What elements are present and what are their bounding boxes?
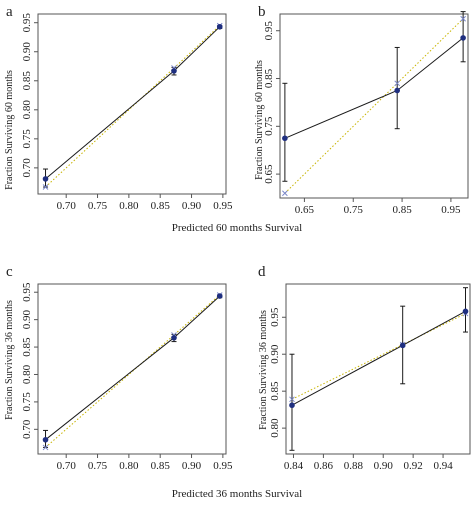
- y-tick-label-c: 0.75: [21, 392, 33, 412]
- x-tick-label-a: 0.75: [88, 200, 108, 212]
- data-point-b: [394, 87, 400, 94]
- ideal-cross-c: [42, 444, 49, 451]
- x-tick-label-c: 0.90: [182, 460, 202, 472]
- y-tick-label-a: 0.80: [21, 100, 33, 120]
- x-tick-label-c: 0.95: [213, 460, 233, 472]
- plot-frame-d: [285, 283, 471, 455]
- x-tick-label-b: 0.85: [392, 204, 412, 216]
- marks-c: 0.70 0.75 0.80 0.85 0.90 0.95 0.70 0.75 0.80 0.85…: [21, 282, 233, 472]
- panel-c: c Fraction Surviving 36 months 0.70 0.75 0…: [4, 264, 233, 472]
- data-point-a: [171, 68, 177, 74]
- y-tick-label-c: 0.80: [21, 364, 33, 384]
- x-tick-label-d: 0.90: [374, 460, 394, 472]
- x-tick-label-c: 0.70: [57, 460, 77, 472]
- marks-b: 0.65 0.75 0.85 0.95 0.65 0.75 0.85 0.95: [263, 11, 466, 216]
- x-tick-label-c: 0.80: [119, 460, 139, 472]
- y-tick-label-a: 0.70: [21, 158, 33, 178]
- data-point-b: [460, 35, 466, 41]
- marks-a: 0.70 0.75 0.80 0.85 0.90 0.95 0.70 0.75 0.80 0.85…: [21, 13, 233, 212]
- x-tick-label-a: 0.80: [119, 200, 139, 212]
- x-tick-label-b: 0.75: [344, 204, 364, 216]
- ideal-cross-b: [394, 80, 401, 87]
- data-point-a: [216, 23, 223, 30]
- y-tick-label-b: 0.75: [263, 116, 275, 136]
- marks-d: 0.84 0.86 0.88 0.90 0.92 0.94 0.80 0.85 0.90 0.95: [269, 287, 469, 472]
- plot-frame-b: [279, 13, 469, 199]
- y-tick-label-b: 0.65: [263, 164, 275, 184]
- ideal-cross-b: [282, 190, 288, 197]
- calibration-line-d: [291, 310, 466, 406]
- data-point-a: [42, 176, 49, 182]
- y-tick-label-d: 0.85: [269, 381, 281, 401]
- ideal-cross-b: [460, 15, 466, 22]
- ideal-line-b: [284, 18, 464, 194]
- panel-label-d: d: [258, 264, 266, 280]
- y-tick-label-a: 0.90: [21, 42, 33, 62]
- x-tick-label-b: 0.95: [441, 204, 461, 216]
- data-point-c: [42, 436, 49, 443]
- y-tick-label-c: 0.95: [21, 282, 33, 302]
- x-tick-label-d: 0.86: [314, 460, 334, 472]
- data-point-c: [216, 293, 223, 299]
- data-point-c: [171, 334, 177, 341]
- x-tick-label-a: 0.90: [182, 200, 202, 212]
- data-point-d: [399, 342, 406, 349]
- y-tick-label-b: 0.85: [263, 68, 275, 88]
- panel-label-b: b: [258, 4, 266, 20]
- x-tick-label-d: 0.88: [344, 460, 364, 472]
- y-tick-label-c: 0.90: [21, 310, 33, 330]
- ideal-line-a: [45, 25, 221, 188]
- x-tick-label-c: 0.75: [88, 460, 108, 472]
- x-tick-label-d: 0.84: [284, 460, 304, 472]
- ideal-line-d: [291, 313, 466, 400]
- panel-label-c: c: [6, 264, 13, 280]
- ylabel-c: Fraction Surviving 36 months: [4, 300, 15, 420]
- data-point-d: [462, 308, 469, 315]
- y-tick-label-c: 0.85: [21, 337, 33, 357]
- shared-xlabel-top: Predicted 60 months Survival: [172, 222, 302, 234]
- x-tick-label-d: 0.94: [433, 460, 453, 472]
- plot-frame-a: [37, 13, 227, 195]
- x-tick-label-b: 0.65: [295, 204, 315, 216]
- ideal-line-c: [45, 294, 221, 448]
- y-tick-label-a: 0.85: [21, 71, 33, 91]
- x-tick-label-a: 0.85: [151, 200, 171, 212]
- x-tick-label-c: 0.85: [151, 460, 171, 472]
- shared-xlabel-bottom: Predicted 36 months Survival: [172, 488, 302, 500]
- x-tick-label-a: 0.70: [57, 200, 77, 212]
- ylabel-a: Fraction Surviving 60 months: [4, 70, 15, 190]
- panel-d: d Fraction Surviving 36 months 0.84 0.86 0…: [258, 264, 471, 472]
- y-tick-label-a: 0.95: [21, 13, 33, 33]
- calibration-line-a: [45, 26, 221, 180]
- x-tick-label-a: 0.95: [213, 200, 233, 212]
- y-tick-label-b: 0.95: [263, 21, 275, 41]
- x-tick-label-d: 0.92: [404, 460, 423, 472]
- plot-frame-c: [37, 283, 227, 455]
- data-point-d: [289, 402, 295, 409]
- ylabel-b: Fraction Surviving 60 months: [254, 60, 265, 180]
- y-tick-label-d: 0.90: [269, 344, 281, 364]
- calibration-line-b: [284, 37, 464, 139]
- y-tick-label-a: 0.75: [21, 129, 33, 149]
- y-tick-label-d: 0.80: [269, 418, 281, 438]
- data-point-b: [282, 135, 288, 142]
- y-tick-label-c: 0.70: [21, 419, 33, 439]
- panel-b: b Fraction Surviving 60 months 0.65 0.75 0…: [254, 4, 469, 216]
- ideal-cross-a: [42, 184, 49, 190]
- ylabel-d: Fraction Surviving 36 months: [258, 310, 269, 430]
- ideal-cross-d: [289, 396, 295, 403]
- y-tick-label-d: 0.95: [269, 307, 281, 327]
- panel-label-a: a: [6, 4, 13, 20]
- panel-a: a Fraction Surviving 60 months 0.70 0.75 0…: [4, 4, 233, 212]
